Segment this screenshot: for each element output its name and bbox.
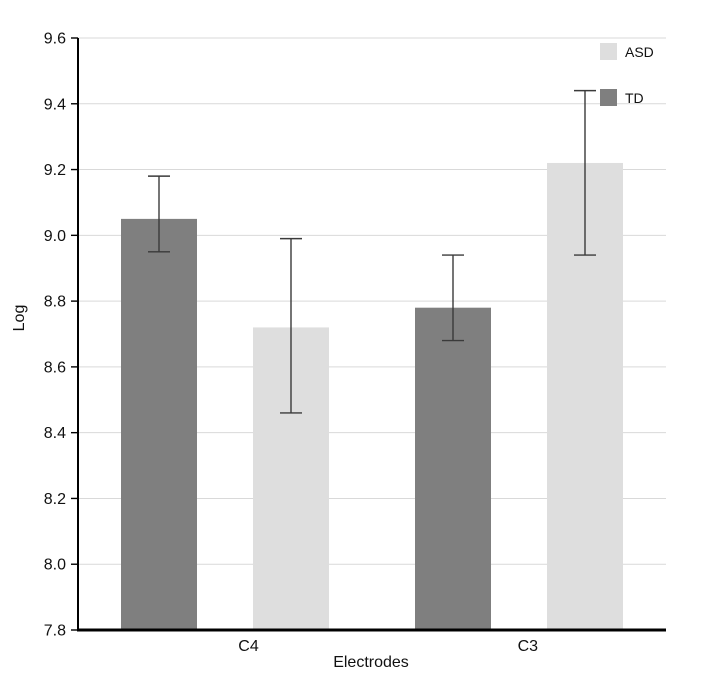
y-tick-label: 9.0 [44, 228, 66, 245]
legend-swatch-td [600, 89, 617, 106]
y-tick-label: 8.6 [44, 359, 66, 376]
y-axis-label: Log [11, 304, 28, 332]
legend-entry-td: TD [600, 89, 654, 106]
x-axis-label: Electrodes [333, 654, 409, 671]
y-tick-label: 8.8 [44, 294, 66, 311]
y-tick-label: 8.0 [44, 557, 66, 574]
y-tick-label: 8.4 [44, 425, 66, 442]
y-tick-label: 7.8 [44, 623, 66, 640]
y-tick-label: 9.6 [44, 31, 66, 48]
y-tick-label: 9.4 [44, 96, 66, 113]
bar-td-c4 [121, 218, 197, 630]
legend-label-td: TD [625, 89, 644, 106]
legend-entry-asd: ASD [600, 43, 654, 60]
y-tick-label: 9.2 [44, 162, 66, 179]
legend-swatch-asd [600, 43, 617, 60]
x-tick-label: C3 [518, 638, 539, 655]
x-tick-label: C4 [238, 638, 259, 655]
legend-label-asd: ASD [625, 43, 654, 60]
legend: ASD TD [600, 43, 654, 106]
bar-td-c3 [415, 307, 491, 630]
y-tick-label: 8.2 [44, 491, 66, 508]
